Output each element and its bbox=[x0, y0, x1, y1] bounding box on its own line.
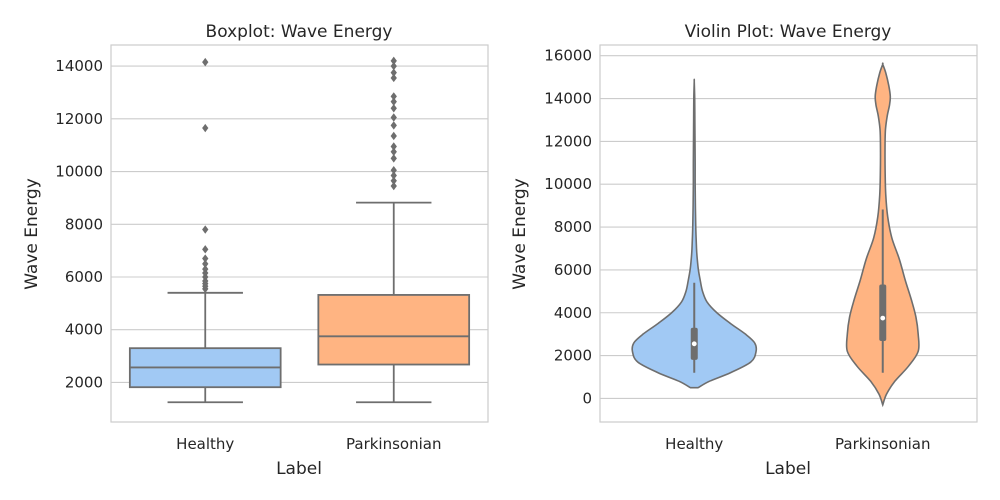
outlier-point bbox=[390, 181, 397, 191]
boxplot-ytick-label: 2000 bbox=[65, 373, 103, 391]
violin-median-dot bbox=[691, 341, 697, 347]
boxplot-frame bbox=[110, 44, 489, 423]
boxplot-ytick-label: 12000 bbox=[55, 110, 103, 128]
boxplot-panel: Boxplot: Wave Energy Label Wave Energy 2… bbox=[22, 22, 489, 479]
outlier-point bbox=[390, 121, 397, 130]
violin-frame bbox=[599, 44, 978, 423]
violin-title: Violin Plot: Wave Energy bbox=[685, 22, 892, 42]
violin-ytick-label: 4000 bbox=[554, 304, 592, 322]
outlier-point bbox=[202, 264, 209, 274]
outlier-point bbox=[202, 245, 209, 254]
violin-ytick-label: 10000 bbox=[544, 175, 592, 193]
outlier-point bbox=[390, 176, 397, 185]
boxplot-ytick-label: 10000 bbox=[55, 163, 103, 181]
outlier-point bbox=[202, 57, 209, 67]
violin-ytick-label: 12000 bbox=[544, 132, 592, 150]
outlier-point bbox=[390, 92, 397, 101]
box-healthy bbox=[128, 57, 282, 404]
outlier-point bbox=[390, 171, 397, 180]
violin-ytick-label: 8000 bbox=[554, 218, 592, 236]
violin-xlabel: Label bbox=[765, 459, 811, 479]
outlier-point bbox=[390, 113, 397, 122]
outlier-point bbox=[202, 123, 209, 133]
violin-iqr-bar bbox=[879, 284, 887, 342]
violin-median-dot bbox=[880, 315, 886, 321]
boxplot-xtick-label: Parkinsonian bbox=[346, 435, 441, 453]
outlier-point bbox=[390, 68, 397, 77]
violin-body bbox=[631, 78, 758, 389]
outlier-point bbox=[390, 61, 397, 71]
boxplot-xlabel: Label bbox=[276, 459, 322, 479]
violin-xtick-label: Parkinsonian bbox=[835, 435, 930, 453]
outlier-point bbox=[390, 104, 397, 113]
violin-healthy bbox=[631, 78, 758, 389]
violin-ytick-label: 2000 bbox=[554, 347, 592, 365]
violin-ytick-label: 0 bbox=[582, 389, 592, 407]
box-iqr bbox=[317, 294, 471, 366]
boxplot-ytick-label: 8000 bbox=[65, 215, 103, 233]
violin-ytick-label: 14000 bbox=[544, 90, 592, 108]
outlier-point bbox=[390, 97, 397, 106]
boxplot-ytick-label: 4000 bbox=[65, 321, 103, 339]
violin-ylabel: Wave Energy bbox=[510, 178, 530, 290]
boxplot-xtick-label: Healthy bbox=[176, 435, 234, 453]
outlier-point bbox=[390, 131, 397, 141]
outlier-point bbox=[202, 254, 209, 263]
violin-xtick-label: Healthy bbox=[665, 435, 723, 453]
violin-parkinsonian bbox=[845, 62, 920, 408]
outlier-point bbox=[390, 56, 397, 66]
box-parkinsonian bbox=[317, 56, 471, 404]
outlier-point bbox=[390, 154, 397, 163]
outlier-point bbox=[390, 142, 397, 151]
outlier-point bbox=[390, 147, 397, 156]
violin-panel: Violin Plot: Wave Energy Label Wave Ener… bbox=[510, 22, 978, 479]
boxplot-title: Boxplot: Wave Energy bbox=[206, 22, 393, 42]
boxplot-ytick-label: 6000 bbox=[65, 268, 103, 286]
violin-ytick-label: 6000 bbox=[554, 261, 592, 279]
boxplot-ytick-label: 14000 bbox=[55, 57, 103, 75]
outlier-point bbox=[202, 259, 209, 269]
outlier-point bbox=[390, 73, 397, 83]
outlier-point bbox=[202, 225, 209, 234]
violin-ytick-label: 16000 bbox=[544, 47, 592, 65]
outlier-point bbox=[390, 166, 397, 175]
boxplot-ylabel: Wave Energy bbox=[22, 178, 42, 290]
